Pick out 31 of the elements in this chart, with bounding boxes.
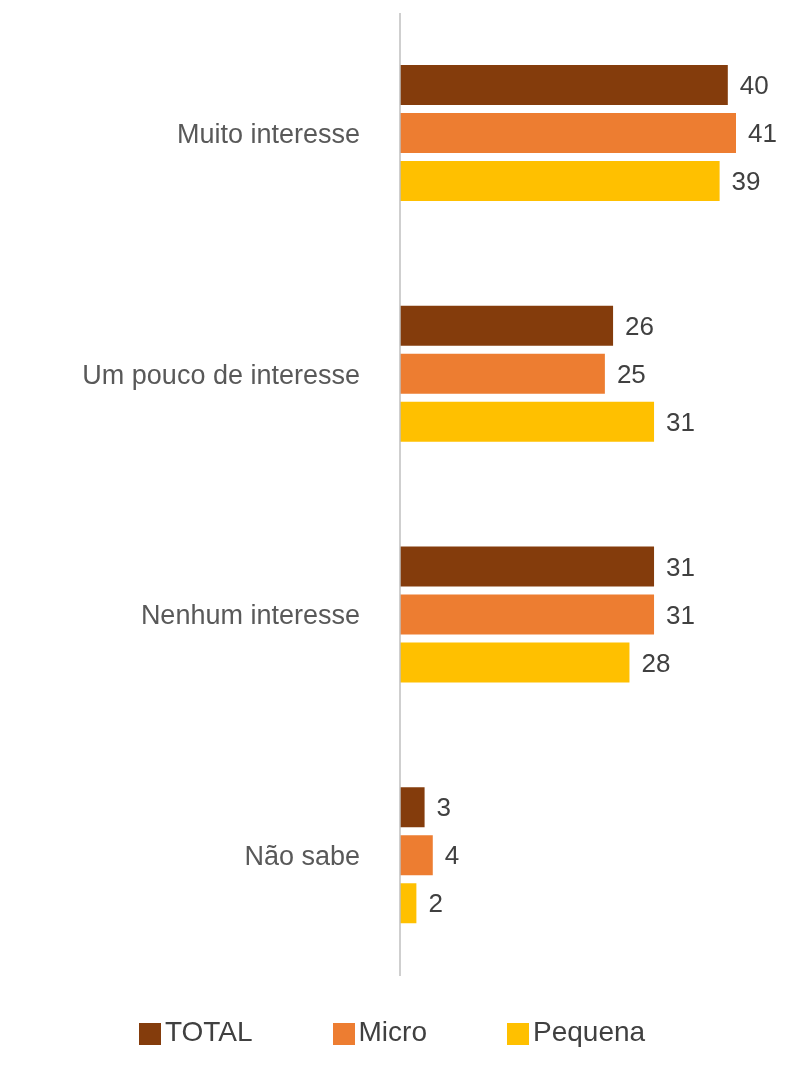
data-label: 3 xyxy=(436,792,452,823)
data-label: 31 xyxy=(666,551,695,582)
bar xyxy=(400,65,728,105)
bar xyxy=(400,787,425,828)
bar xyxy=(400,113,736,153)
y-tick-label: Muito interesse xyxy=(176,118,360,149)
y-tick-label: Nenhum interesse xyxy=(140,600,360,631)
data-label: 2 xyxy=(428,888,443,919)
legend-label: TOTAL xyxy=(164,1016,253,1047)
bar xyxy=(400,594,655,635)
data-label: 25 xyxy=(616,358,646,389)
bar xyxy=(400,546,655,587)
legend-label: Micro xyxy=(358,1016,427,1047)
bar xyxy=(400,353,605,394)
data-label: 28 xyxy=(641,647,671,678)
data-label: 31 xyxy=(666,599,695,630)
data-label: 41 xyxy=(748,118,777,149)
data-label: 26 xyxy=(625,310,654,341)
bar xyxy=(400,835,433,876)
legend-label: Pequena xyxy=(533,1016,646,1047)
bar xyxy=(400,883,417,924)
bar xyxy=(400,642,630,683)
y-tick-label: Um pouco de interesse xyxy=(82,359,360,390)
data-label: 39 xyxy=(731,166,761,197)
y-tick-label: Não sabe xyxy=(244,841,360,872)
data-label: 4 xyxy=(444,840,460,871)
data-label: 31 xyxy=(666,406,695,437)
bar xyxy=(400,401,655,442)
bar xyxy=(400,305,614,346)
bar xyxy=(400,161,720,201)
data-label: 40 xyxy=(739,70,769,101)
